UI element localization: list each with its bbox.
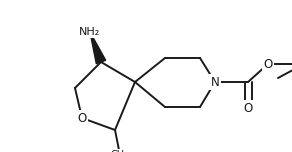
Text: O: O: [77, 112, 87, 124]
Text: NH₂: NH₂: [79, 27, 101, 37]
Text: O: O: [263, 57, 273, 71]
Text: CH₃: CH₃: [111, 150, 129, 152]
Text: O: O: [243, 102, 253, 114]
Text: N: N: [211, 76, 219, 88]
Polygon shape: [90, 32, 106, 64]
